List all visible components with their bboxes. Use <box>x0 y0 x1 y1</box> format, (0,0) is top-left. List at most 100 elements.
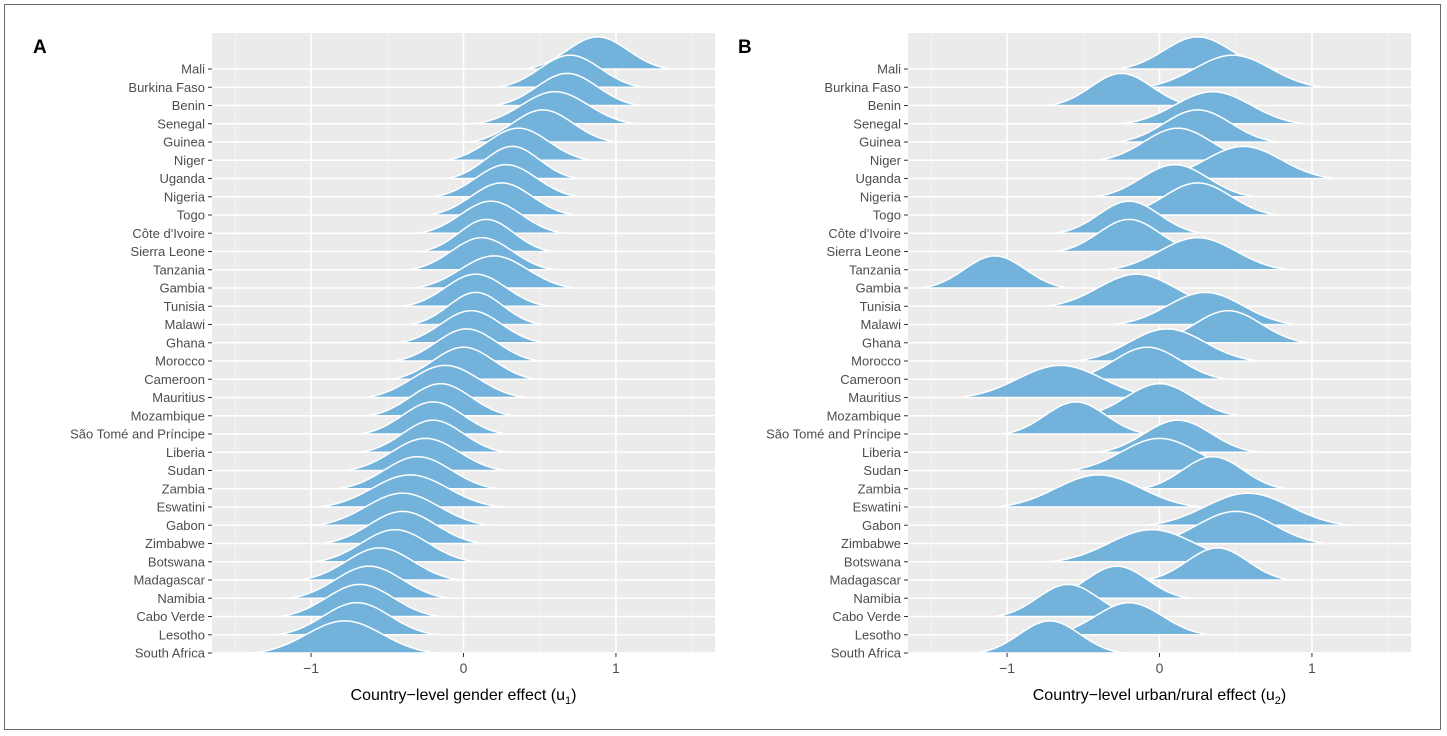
y-tick-label: Ghana <box>166 335 206 350</box>
ridge-mauritius <box>363 364 527 399</box>
y-tick-label: Niger <box>174 153 206 168</box>
ridge-gambia <box>920 255 1069 289</box>
x-tick-label: 0 <box>460 660 468 676</box>
y-tick-label: Madagascar <box>133 573 205 588</box>
y-tick-label: Mali <box>877 62 901 77</box>
ridge-benin <box>493 72 642 107</box>
ridge-zambia <box>336 455 500 490</box>
y-tick-label: Côte d'Ivoire <box>132 226 205 241</box>
ridge-gabon <box>313 492 492 527</box>
y-tick-label: Togo <box>177 208 205 223</box>
panel-b-x-axis-title: Country−level urban/rural effect (u2) <box>1033 687 1287 707</box>
y-tick-label: Niger <box>870 153 902 168</box>
ridge-nigeria <box>432 163 581 198</box>
ridge-niger <box>444 127 593 162</box>
y-tick-label: Liberia <box>862 445 902 460</box>
y-tick-label: Madagascar <box>829 573 901 588</box>
y-tick-label: Liberia <box>166 445 206 460</box>
y-tick-label: São Tomé and Príncipe <box>766 427 901 442</box>
ridge-c-te-d-ivoire <box>417 200 565 235</box>
x-tick-label: −1 <box>999 660 1015 676</box>
y-tick-label: Lesotho <box>159 627 205 642</box>
ridge-lesotho <box>275 601 439 636</box>
y-tick-label: South Africa <box>135 646 206 661</box>
y-tick-label: Nigeria <box>860 189 902 204</box>
y-tick-label: Sierra Leone <box>827 244 901 259</box>
panel-b-tag: B <box>738 37 752 58</box>
ridge-uganda <box>445 145 579 180</box>
ridge-mozambique <box>1078 382 1241 417</box>
panel-b-ridges <box>920 36 1352 654</box>
y-tick-label: Nigeria <box>164 189 206 204</box>
ridge-madagascar <box>1143 547 1292 581</box>
y-tick-label: Malawi <box>861 317 902 332</box>
ridge-lesotho <box>1047 601 1211 636</box>
ridge-s-o-tom-and-pr-ncipe <box>359 401 507 435</box>
ridge-madagascar <box>298 547 461 581</box>
y-tick-label: Morocco <box>155 354 205 369</box>
ridge-south-africa <box>252 620 437 654</box>
y-tick-label: Sierra Leone <box>131 244 205 259</box>
y-tick-label: Namibia <box>853 591 901 606</box>
y-tick-label: Zambia <box>162 481 206 496</box>
ridge-gabon <box>1144 492 1352 527</box>
y-tick-label: Mozambique <box>827 408 901 423</box>
x-tick-label: −1 <box>303 660 319 676</box>
y-tick-label: Gambia <box>159 281 205 296</box>
ridge-malawi <box>409 291 543 326</box>
ridge-togo <box>427 182 576 216</box>
y-tick-label: Sudan <box>167 463 205 478</box>
y-tick-label: Mauritius <box>848 390 901 405</box>
y-tick-label: Malawi <box>165 317 206 332</box>
ridge-c-te-d-ivoire <box>1055 200 1203 235</box>
x-tick-label: 1 <box>612 660 620 676</box>
ridge-morocco <box>1074 328 1260 362</box>
y-tick-label: Gabon <box>862 518 901 533</box>
y-tick-label: Eswatini <box>157 500 206 515</box>
ridge-zimbabwe <box>321 510 484 545</box>
y-tick-label: Benin <box>172 98 205 113</box>
y-tick-label: Namibia <box>157 591 205 606</box>
ridge-morocco <box>392 328 541 362</box>
y-tick-label: Sudan <box>863 463 901 478</box>
ridge-cameroon <box>1066 346 1229 381</box>
y-tick-label: Tunisia <box>860 299 902 314</box>
y-tick-label: Zimbabwe <box>145 536 205 551</box>
y-tick-label: Zambia <box>858 481 902 496</box>
y-tick-label: Cabo Verde <box>832 609 901 624</box>
ridge-liberia <box>359 419 507 454</box>
y-tick-label: Mali <box>181 62 205 77</box>
y-tick-label: Tunisia <box>164 299 206 314</box>
y-tick-label: Côte d'Ivoire <box>828 226 901 241</box>
y-tick-label: Burkina Faso <box>128 80 205 95</box>
y-tick-label: Cameroon <box>144 372 205 387</box>
panel-a-y-axis: Mali Burkina Faso Benin Senegal Guinea Niger U… <box>70 62 212 661</box>
ridge-gambia <box>412 255 576 289</box>
y-tick-label: Eswatini <box>853 500 902 515</box>
y-tick-label: Mauritius <box>152 390 205 405</box>
ridge-sierra-leone <box>419 218 553 253</box>
y-tick-label: Lesotho <box>855 627 901 642</box>
panel-a-tag: A <box>33 37 47 58</box>
y-tick-label: Togo <box>873 208 901 223</box>
y-tick-label: Benin <box>868 98 901 113</box>
ridge-south-africa <box>975 620 1124 654</box>
ridge-namibia <box>287 565 451 600</box>
y-tick-label: Uganda <box>159 171 205 186</box>
y-tick-label: Senegal <box>853 116 901 131</box>
y-tick-label: Gabon <box>166 518 205 533</box>
ridge-cabo-verde <box>278 583 442 618</box>
y-tick-label: Gambia <box>855 281 901 296</box>
y-tick-label: Botswana <box>844 554 902 569</box>
panel-a-x-axis: −1 0 1 <box>303 653 620 676</box>
y-tick-label: Burkina Faso <box>824 80 901 95</box>
ridge-eswatini <box>317 474 503 508</box>
ridge-tanzania <box>407 236 556 271</box>
y-tick-label: Cameroon <box>840 372 901 387</box>
ridge-tunisia <box>401 273 550 308</box>
ridge-sudan <box>344 437 507 472</box>
panel-a-ridges <box>252 36 672 654</box>
y-tick-label: Ghana <box>862 335 902 350</box>
ridge-s-o-tom-and-pr-ncipe <box>1001 401 1150 435</box>
ridge-mozambique <box>366 382 515 417</box>
